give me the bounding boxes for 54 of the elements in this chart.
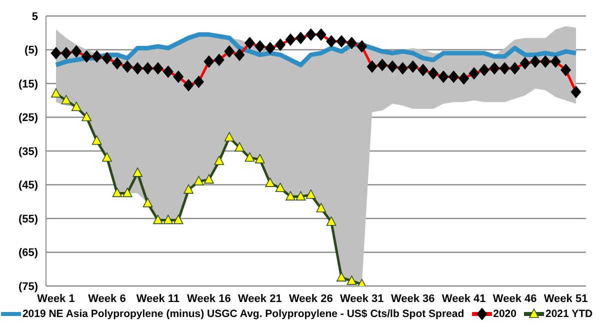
point bbox=[194, 176, 204, 186]
x-tick-label: Week 1 bbox=[37, 292, 75, 305]
point bbox=[82, 112, 92, 122]
point bbox=[244, 152, 255, 162]
point bbox=[214, 156, 224, 166]
point bbox=[51, 88, 61, 98]
point bbox=[204, 174, 214, 184]
x-tick-label: Week 16 bbox=[187, 292, 231, 305]
y-tick-label: 5 bbox=[32, 10, 38, 23]
x-tick-label: Week 36 bbox=[390, 292, 435, 305]
point bbox=[224, 132, 234, 142]
x-tick-label: Week 51 bbox=[544, 292, 588, 305]
x-tick-label: Week 6 bbox=[88, 292, 126, 305]
point bbox=[336, 272, 346, 282]
x-tick-label: Week 21 bbox=[238, 292, 282, 305]
point bbox=[132, 168, 142, 177]
x-tick-label: Week 46 bbox=[492, 292, 537, 305]
y-tick-label: (15) bbox=[18, 78, 38, 90]
point bbox=[163, 214, 174, 224]
point bbox=[275, 182, 286, 192]
point bbox=[286, 191, 296, 200]
x-tick-label: Week 26 bbox=[288, 292, 333, 305]
x-tick-label: Week 41 bbox=[442, 292, 486, 305]
y-tick-label: (55) bbox=[18, 213, 38, 226]
y-tick-label: (25) bbox=[18, 112, 38, 124]
point bbox=[346, 276, 357, 285]
y-tick-label: (65) bbox=[18, 247, 38, 260]
point bbox=[61, 94, 72, 104]
x-tick-label: Week 11 bbox=[136, 292, 180, 305]
y-tick-label: (35) bbox=[18, 146, 38, 158]
point bbox=[173, 214, 184, 224]
point bbox=[71, 102, 82, 112]
point bbox=[102, 152, 112, 162]
point bbox=[184, 184, 194, 194]
y-tick-label: (75) bbox=[18, 280, 38, 293]
y-tick-label: (5) bbox=[24, 44, 38, 57]
point bbox=[316, 202, 326, 212]
y-tick-label: (45) bbox=[18, 180, 38, 192]
legend-label: 2020 bbox=[492, 308, 516, 320]
point bbox=[234, 142, 244, 152]
legend-label: 2021 YTD bbox=[544, 308, 593, 320]
x-tick-label: Week 31 bbox=[340, 292, 384, 305]
legend-label: 2019 NE Asia Polypropylene (minus) USGC Avg. Polypropylene - US$ Cts/lb Spot Spread bbox=[21, 308, 464, 320]
point bbox=[112, 188, 122, 198]
point bbox=[255, 154, 265, 164]
line-series bbox=[54, 32, 578, 68]
point bbox=[122, 188, 132, 198]
point bbox=[265, 178, 276, 187]
point bbox=[142, 198, 153, 208]
point bbox=[153, 214, 163, 224]
point bbox=[326, 216, 336, 226]
point bbox=[306, 189, 316, 199]
point bbox=[92, 135, 102, 145]
point bbox=[296, 191, 306, 200]
